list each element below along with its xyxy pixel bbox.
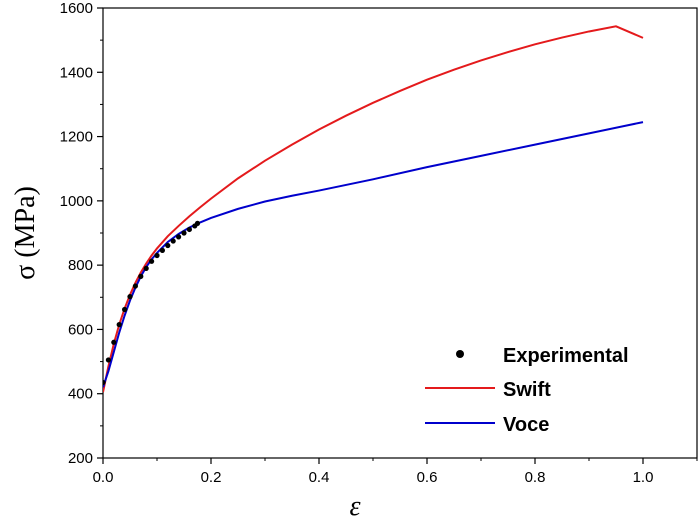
data-point-experimental — [116, 322, 122, 328]
x-tick-label: 0.4 — [309, 469, 330, 486]
data-point-experimental — [159, 247, 165, 253]
x-tick-label: 0.0 — [93, 469, 114, 486]
data-point-experimental — [122, 306, 128, 313]
y-tick-label: 1000 — [60, 193, 93, 210]
x-tick-label: 0.8 — [525, 469, 546, 486]
data-point-experimental — [111, 339, 117, 345]
legend: Experimental Swift Voce — [425, 345, 629, 436]
legend-marker-experimental — [456, 350, 464, 358]
data-point-experimental — [149, 258, 155, 264]
x-tick-label: 0.6 — [417, 469, 438, 486]
legend-label-voce: Voce — [503, 414, 549, 436]
y-tick-label: 800 — [68, 257, 93, 274]
data-point-experimental — [103, 379, 106, 386]
x-tick-label: 0.2 — [201, 469, 222, 486]
plot-frame — [102, 7, 698, 459]
axes: 0.0 0.2 0.4 0.6 0.8 1.0 200 400 600 800 1000 1200 14… — [10, 0, 698, 522]
data-point-experimental — [132, 283, 138, 289]
data-point-experimental — [127, 294, 133, 300]
data-point-experimental — [138, 273, 144, 279]
data-point-experimental — [165, 242, 171, 249]
data-point-experimental — [154, 252, 160, 259]
series-group — [103, 25, 644, 393]
data-point-experimental — [186, 226, 192, 233]
x-axis-title: ε — [349, 491, 360, 522]
y-tick-label: 200 — [68, 450, 93, 467]
y-axis-title: σ (MPa) — [10, 186, 41, 280]
y-tick-label: 600 — [68, 321, 93, 338]
x-tick-label: 1.0 — [633, 469, 654, 486]
plot-area — [103, 25, 644, 393]
data-point-experimental — [176, 234, 182, 240]
y-tick-label: 1600 — [60, 0, 93, 17]
series-line-swift — [103, 25, 644, 393]
legend-label-swift: Swift — [503, 379, 551, 401]
data-point-experimental — [181, 230, 187, 236]
data-point-experimental — [105, 357, 111, 363]
legend-label-experimental: Experimental — [503, 345, 629, 367]
y-tick-label: 1400 — [60, 64, 93, 81]
y-tick-label: 1200 — [60, 129, 93, 146]
data-point-experimental — [194, 220, 201, 226]
y-tick-label: 400 — [68, 386, 93, 403]
data-point-experimental — [143, 265, 149, 271]
data-point-experimental — [170, 238, 176, 244]
